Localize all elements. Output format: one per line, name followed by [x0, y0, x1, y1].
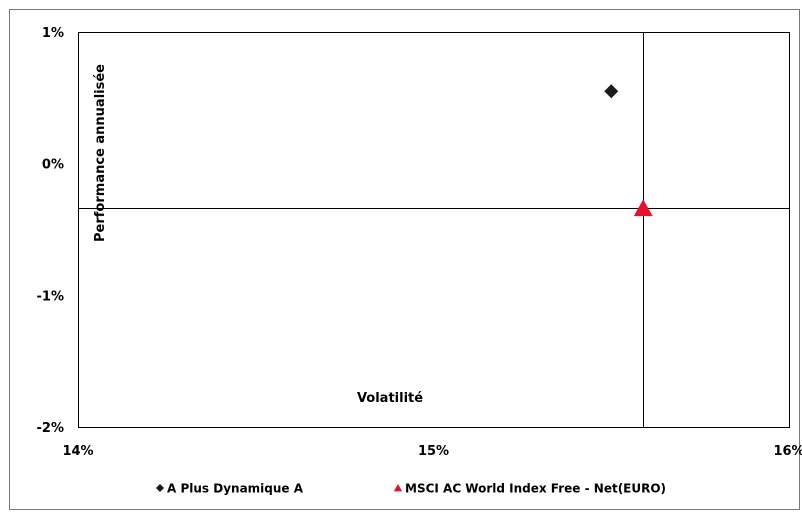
y-tick-label: -2% — [37, 421, 64, 436]
x-tick-label: 14% — [62, 444, 93, 459]
legend-marker-2 — [393, 484, 403, 492]
x-tick-label: 15% — [418, 444, 449, 459]
y-tick-label: 1% — [42, 26, 64, 41]
reference-lines — [78, 32, 789, 427]
legend-marker-1 — [156, 484, 164, 492]
legend-label-2: MSCI AC World Index Free - Net(EURO) — [405, 482, 666, 496]
legend: A Plus Dynamique A MSCI AC World Index Fr… — [156, 482, 666, 496]
y-axis-tick-labels: -2% -1% 0% 1% — [37, 26, 64, 436]
x-tick-label: 16% — [773, 444, 802, 459]
y-tick-label: 0% — [42, 158, 64, 173]
data-points — [604, 84, 653, 217]
x-axis-tick-labels: 14% 15% 16% — [62, 444, 802, 459]
benchmark-data-point — [633, 199, 653, 217]
fund-data-point — [604, 84, 619, 99]
y-tick-label: -1% — [37, 289, 64, 304]
y-axis-title: Performance annualisée — [93, 64, 108, 242]
plot-area — [78, 32, 790, 428]
legend-label-1: A Plus Dynamique A — [167, 482, 304, 496]
x-axis-title: Volatilité — [357, 391, 423, 406]
